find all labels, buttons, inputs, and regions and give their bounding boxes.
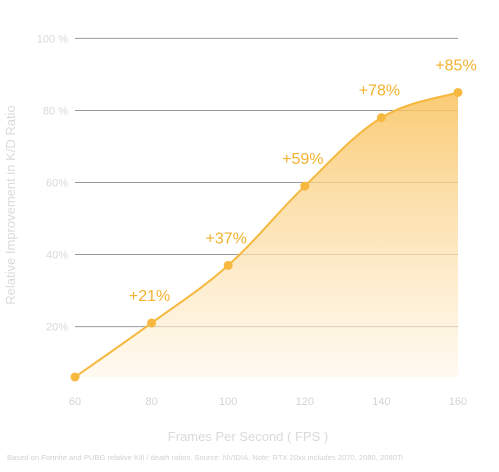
- y-tick-20: 20%: [46, 322, 68, 334]
- data-label-160: +85%: [435, 57, 476, 74]
- footnote: Based on Fortnite and PUBG relative Kill…: [7, 453, 403, 462]
- x-tick-120: 120: [296, 396, 314, 408]
- data-point-60: [71, 373, 80, 382]
- y-tick-100: 100 %: [37, 33, 68, 45]
- x-tick-140: 140: [372, 396, 390, 408]
- data-point-120: [300, 182, 309, 191]
- y-tick-80: 80 %: [43, 105, 68, 117]
- data-point-160: [454, 88, 463, 97]
- data-point-80: [147, 318, 156, 327]
- y-axis-title: Relative Improvement in K/D Ratio: [3, 105, 18, 304]
- x-tick-60: 60: [69, 396, 81, 408]
- data-point-140: [377, 113, 386, 122]
- area-layer: [75, 92, 458, 377]
- data-point-100: [224, 261, 233, 270]
- x-tick-160: 160: [449, 396, 467, 408]
- y-axis-ticks: 20% 40% 60% 80 % 100 %: [37, 33, 68, 333]
- x-tick-100: 100: [219, 396, 237, 408]
- x-axis-title: Frames Per Second ( FPS ): [168, 429, 328, 444]
- series-area: [75, 92, 458, 377]
- x-tick-80: 80: [145, 396, 157, 408]
- data-label-140: +78%: [359, 83, 400, 100]
- y-tick-40: 40%: [46, 250, 68, 262]
- y-tick-60: 60%: [46, 177, 68, 189]
- data-label-120: +59%: [282, 151, 323, 168]
- x-axis-ticks: 60 80 100 120 140 160: [69, 396, 467, 408]
- data-label-80: +21%: [129, 288, 170, 305]
- data-label-100: +37%: [206, 230, 247, 247]
